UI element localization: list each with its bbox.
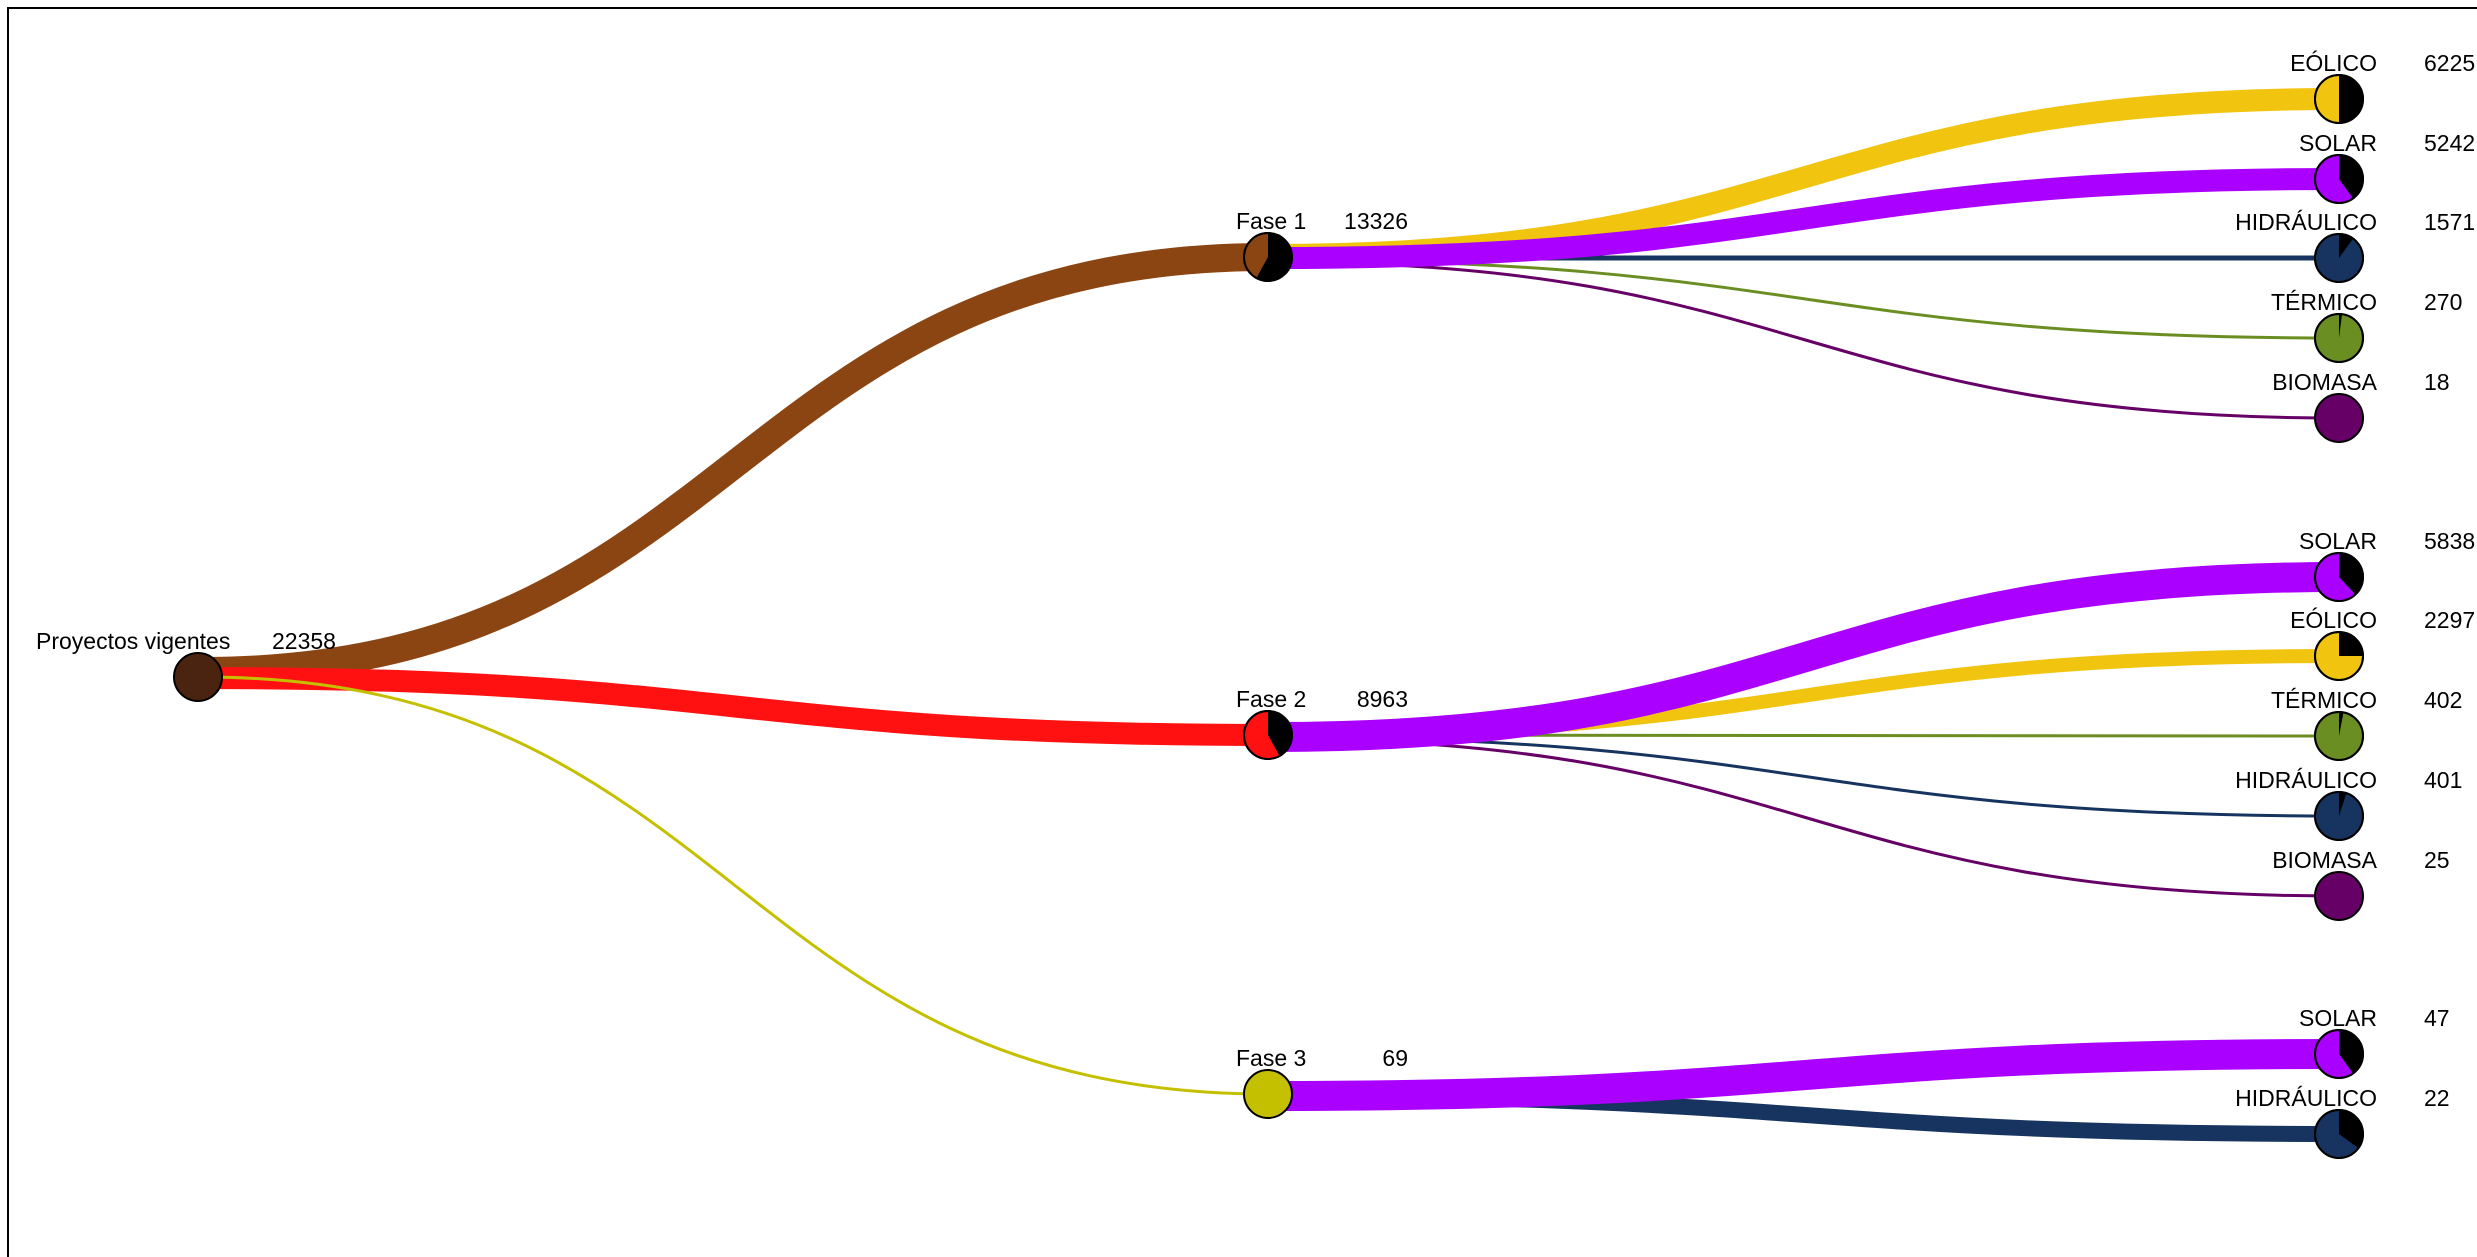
fase1-leaf-eolico-node-pie-slice	[2339, 75, 2363, 123]
fase3-leaf-hidraulico-label: HIDRÁULICO	[2235, 1085, 2377, 1111]
fase3-leaf-solar-value: 47	[2424, 1005, 2450, 1031]
fase2-leaf-eolico-node-pie-slice	[2339, 632, 2363, 656]
fase1-leaf-termico-label: TÉRMICO	[2271, 289, 2377, 315]
fase3-label: Fase 3	[1236, 1045, 1306, 1071]
nodes-layer: Proyectos vigentes 22358 Fase 1 13326 EÓLICO…	[36, 50, 2475, 1159]
fase1-leaf-biomasa-label: BIOMASA	[2272, 369, 2377, 395]
link-root-to-fase2	[201, 667, 1269, 746]
link-fase2-to-biomasa	[1271, 737, 2340, 898]
fase3-leaf-solar-node-pie-slice	[2339, 1030, 2363, 1074]
root-value: 22358	[272, 628, 336, 654]
fase1-leaf-solar-node	[2314, 154, 2364, 204]
fase1-leaf-eolico-node-outline	[2314, 74, 2364, 124]
fase3-value: 69	[1382, 1045, 1408, 1071]
fase3-leaf-solar-label: SOLAR	[2299, 1005, 2377, 1031]
fase2-leaf-solar-label: SOLAR	[2299, 528, 2377, 554]
fase2-leaf-eolico-node	[2314, 631, 2364, 681]
fase1-leaf-solar-label: SOLAR	[2299, 130, 2377, 156]
fase1-leaf-solar-node-outline	[2314, 154, 2364, 204]
fase2-leaf-hidraulico-node	[2314, 791, 2364, 841]
fase1-value: 13326	[1344, 208, 1408, 234]
links-layer	[201, 88, 2340, 1142]
link-fase2-to-solar	[1271, 562, 2340, 752]
fase1-leaf-eolico-label: EÓLICO	[2290, 50, 2377, 76]
fase2-leaf-solar-node-pie-slice	[2339, 553, 2363, 595]
fase1-node	[1243, 232, 1293, 282]
link-fase1-to-termico	[1271, 258, 2340, 340]
link-root-to-fase1	[201, 243, 1269, 685]
fase2-leaf-solar-node	[2314, 552, 2364, 602]
fase1-leaf-eolico-value: 6225	[2424, 50, 2475, 76]
fase2-node-pie-slice	[1268, 711, 1293, 757]
fase1-leaf-hidraulico-value: 1571	[2424, 209, 2475, 235]
fase2-leaf-termico-node	[2314, 711, 2364, 761]
fase1-leaf-hidraulico-node-pie-slice	[2339, 234, 2354, 258]
fase3-leaf-hidraulico-value: 22	[2424, 1085, 2450, 1111]
fase3-leaf-hidraulico-node-outline	[2314, 1109, 2364, 1159]
fase3-node	[1243, 1069, 1293, 1119]
fase1-leaf-biomasa-value: 18	[2424, 369, 2450, 395]
link-fase2-to-hidraulico	[1271, 735, 2340, 818]
fase2-leaf-hidraulico-value: 401	[2424, 767, 2462, 793]
link-fase3-to-solar	[1271, 1039, 2340, 1111]
fase2-leaf-biomasa-node-circle	[2314, 871, 2364, 921]
fase1-leaf-termico-node-outline	[2314, 313, 2364, 363]
fase2-leaf-hidraulico-node-pie-slice	[2339, 792, 2347, 816]
fase1-leaf-biomasa-node	[2314, 393, 2364, 443]
fase1-leaf-solar-node-pie-slice	[2339, 155, 2363, 199]
fase1-leaf-termico-value: 270	[2424, 289, 2462, 315]
fase2-leaf-solar-value: 5838	[2424, 528, 2475, 554]
fase1-leaf-solar-value: 5242	[2424, 130, 2475, 156]
fase1-leaf-eolico-node	[2314, 74, 2364, 124]
fase3-leaf-hidraulico-node	[2314, 1109, 2364, 1159]
fase2-node	[1243, 710, 1293, 760]
link-fase1-to-solar	[1271, 168, 2340, 269]
root-node-circle	[173, 652, 223, 702]
fase2-leaf-eolico-label: EÓLICO	[2290, 607, 2377, 633]
fase2-label: Fase 2	[1236, 686, 1306, 712]
fase1-label: Fase 1	[1236, 208, 1306, 234]
fase2-leaf-hidraulico-node-outline	[2314, 791, 2364, 841]
fase1-leaf-hidraulico-label: HIDRÁULICO	[2235, 209, 2377, 235]
fase1-node-pie-slice	[1256, 233, 1292, 282]
fase2-leaf-termico-node-outline	[2314, 711, 2364, 761]
fase3-node-circle	[1243, 1069, 1293, 1119]
root-label: Proyectos vigentes	[36, 628, 230, 654]
fase1-leaf-biomasa-node-circle	[2314, 393, 2364, 443]
fase2-leaf-biomasa-value: 25	[2424, 847, 2450, 873]
fase1-node-outline	[1243, 232, 1293, 282]
fase2-leaf-biomasa-label: BIOMASA	[2272, 847, 2377, 873]
fase2-leaf-eolico-value: 2297	[2424, 607, 2475, 633]
link-root-to-fase3	[201, 675, 1269, 1096]
fase2-leaf-termico-label: TÉRMICO	[2271, 687, 2377, 713]
fase2-leaf-termico-node-pie-slice	[2339, 712, 2344, 736]
fase2-leaf-solar-node-outline	[2314, 552, 2364, 602]
fase1-leaf-hidraulico-node	[2314, 233, 2364, 283]
fase2-value: 8963	[1357, 686, 1408, 712]
fase1-leaf-hidraulico-node-outline	[2314, 233, 2364, 283]
link-fase1-to-biomasa	[1271, 260, 2340, 420]
fase1-leaf-termico-node-pie-slice	[2339, 314, 2343, 338]
diagram-border	[7, 7, 2477, 1257]
fase2-leaf-termico-value: 402	[2424, 687, 2462, 713]
fase1-leaf-termico-node	[2314, 313, 2364, 363]
fase2-node-outline	[1243, 710, 1293, 760]
fase2-leaf-biomasa-node	[2314, 871, 2364, 921]
fase3-leaf-solar-node	[2314, 1029, 2364, 1079]
root-node	[173, 652, 223, 702]
fase2-leaf-eolico-node-outline	[2314, 631, 2364, 681]
fase3-leaf-solar-node-outline	[2314, 1029, 2364, 1079]
fase2-leaf-hidraulico-label: HIDRÁULICO	[2235, 767, 2377, 793]
